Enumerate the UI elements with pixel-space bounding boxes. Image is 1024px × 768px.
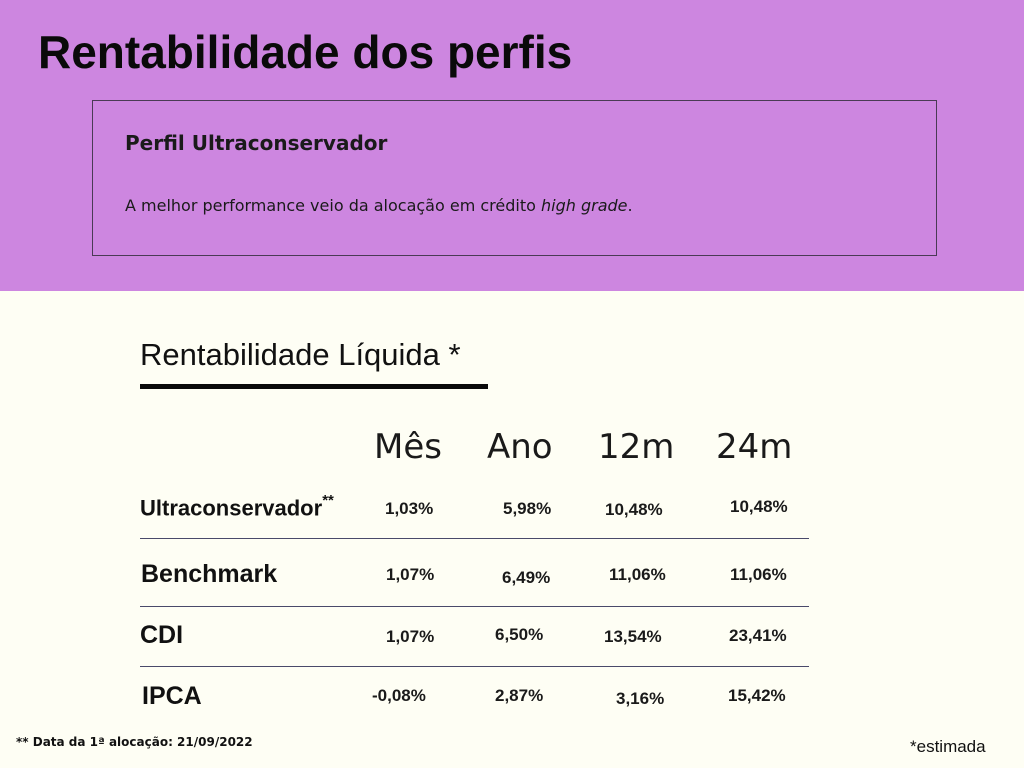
column-header-month: Mês <box>374 427 442 467</box>
page-title: Rentabilidade dos perfis <box>38 26 573 78</box>
table-cell: 23,41% <box>729 626 787 645</box>
table-cell: 6,50% <box>495 625 544 644</box>
table-cell: -0,08% <box>372 686 426 705</box>
table-cell: 10,48% <box>730 497 788 516</box>
allocation-date-footnote: ** Data da 1ª alocação: 21/09/2022 <box>16 735 253 749</box>
table-cell: 3,16% <box>616 689 665 708</box>
table-cell: 2,87% <box>495 686 544 705</box>
table-cell: 1,07% <box>386 565 435 584</box>
column-header-year: Ano <box>487 427 553 467</box>
row-label-text: Ultraconservador <box>140 495 323 521</box>
table-cell: 5,98% <box>503 499 552 518</box>
table-cell: 15,42% <box>728 686 786 705</box>
row-label-cdi: CDI <box>140 621 184 649</box>
profile-name: Perfil Ultraconservador <box>125 131 388 155</box>
row-label-marker: ** <box>322 492 334 509</box>
table-cell: 10,48% <box>605 500 663 519</box>
section-underline <box>140 384 488 389</box>
table-cell: 1,03% <box>385 499 434 518</box>
profile-description-emphasis: high grade <box>540 196 628 215</box>
table-cell: 11,06% <box>609 565 666 584</box>
profile-description: A melhor performance veio da alocação em… <box>125 196 633 215</box>
section-title: Rentabilidade Líquida * <box>140 337 461 372</box>
profile-description-text: A melhor performance veio da alocação em… <box>125 196 541 215</box>
table-cell: 13,54% <box>604 627 662 646</box>
table-cell: 11,06% <box>730 565 787 584</box>
row-divider <box>140 666 809 667</box>
profile-card: Perfil Ultraconservador A melhor perform… <box>92 100 937 256</box>
row-divider <box>140 538 809 539</box>
column-header-24m: 24m <box>716 427 793 467</box>
row-label-benchmark: Benchmark <box>141 560 278 588</box>
table-cell: 1,07% <box>386 627 435 646</box>
header-band <box>0 0 1024 291</box>
estimate-footnote: *estimada <box>910 737 986 756</box>
column-header-12m: 12m <box>598 427 675 467</box>
row-label-ultraconservador: Ultraconservador** <box>140 492 334 521</box>
profile-description-end: . <box>627 196 633 215</box>
row-label-ipca: IPCA <box>142 682 202 710</box>
row-divider <box>140 606 809 607</box>
table-cell: 6,49% <box>502 568 551 587</box>
